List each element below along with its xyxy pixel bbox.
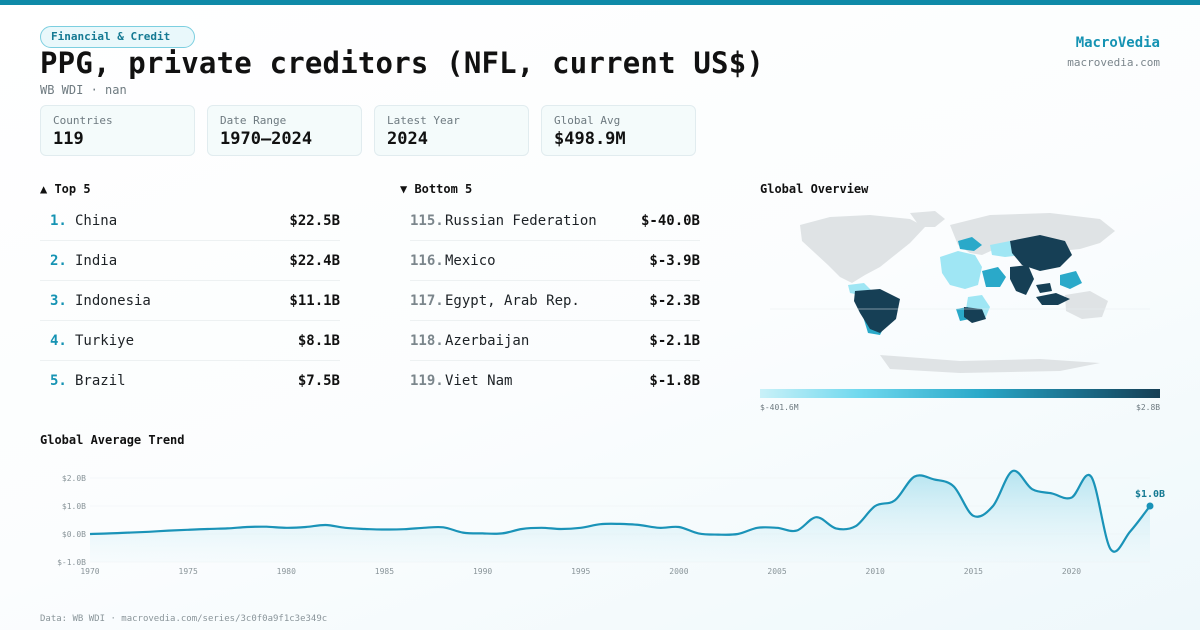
- country-name: Viet Nam: [445, 373, 513, 389]
- rank-number: 4.: [50, 332, 67, 349]
- x-tick-label: 2015: [964, 567, 983, 576]
- map-color-legend: [760, 389, 1160, 398]
- stat-value: $498.9M: [554, 129, 626, 149]
- stat-value: 2024: [387, 129, 428, 149]
- trend-line: [89, 469, 1151, 553]
- top5-row[interactable]: 3. Indonesia $11.1B: [40, 281, 340, 321]
- rank-number: 1.: [50, 212, 67, 229]
- country-name: Egypt, Arab Rep.: [445, 292, 580, 309]
- rank-number: 5.: [50, 373, 67, 389]
- legend-max-label: $2.8B: [1136, 403, 1161, 412]
- category-badge: Financial & Credit: [40, 26, 196, 48]
- x-tick-label: 2010: [866, 567, 885, 576]
- page-title: PPG, private creditors (NFL, current US$…: [40, 46, 765, 80]
- stat-card-date-range: Date Range 1970–2024: [207, 105, 362, 156]
- top5-row[interactable]: 4. Turkiye $8.1B: [40, 321, 340, 361]
- legend-min-label: $-401.6M: [760, 403, 799, 412]
- stat-label: Date Range: [220, 114, 287, 127]
- y-tick-label: $1.0B: [62, 502, 86, 511]
- world-map[interactable]: [760, 205, 1160, 385]
- latest-point-marker: [1146, 502, 1154, 510]
- x-tick-label: 2005: [767, 567, 786, 576]
- brand-logo[interactable]: MacroVedia: [1075, 35, 1160, 51]
- country-value: $-40.0B: [640, 212, 700, 229]
- bottom5-row[interactable]: 118. Azerbaijan $-2.1B: [410, 321, 700, 361]
- bottom5-list: 115. Russian Federation $-40.0B 116. Mexico…: [410, 201, 700, 401]
- map-land-high: [854, 235, 1072, 333]
- country-value: $8.1B: [297, 332, 340, 349]
- footer-source: Data: WB WDI · macrovedia.com/series/3c0…: [40, 614, 328, 624]
- x-tick-label: 1980: [277, 567, 296, 576]
- country-name: Brazil: [75, 373, 126, 389]
- country-value: $-2.1B: [649, 332, 700, 349]
- stat-label: Countries: [53, 114, 113, 127]
- stat-value: 119: [53, 129, 84, 149]
- country-name: Indonesia: [75, 292, 151, 309]
- rank-number: 115.: [410, 212, 444, 229]
- top5-row[interactable]: 2. India $22.4B: [40, 241, 340, 281]
- rank-number: 2.: [50, 252, 67, 269]
- stat-label: Global Avg: [554, 114, 621, 127]
- x-tick-label: 1975: [179, 567, 198, 576]
- y-tick-label: $2.0B: [62, 474, 86, 483]
- rank-number: 117.: [410, 292, 444, 309]
- y-tick-label: $0.0B: [62, 530, 86, 539]
- rank-number: 119.: [410, 373, 444, 389]
- map-heading: Global Overview: [760, 182, 869, 196]
- country-value: $7.5B: [297, 373, 340, 389]
- stat-card-countries: Countries 119: [40, 105, 195, 156]
- top5-row[interactable]: 1. China $22.5B: [40, 201, 340, 241]
- country-name: Russian Federation: [445, 212, 597, 229]
- world-map-svg: [770, 211, 1150, 373]
- x-tick-label: 2000: [669, 567, 688, 576]
- page-subtitle: WB WDI · nan: [40, 83, 127, 97]
- country-value: $-3.9B: [649, 252, 700, 269]
- x-tick-label: 1995: [571, 567, 590, 576]
- bottom5-heading: ▼ Bottom 5: [400, 182, 473, 196]
- map-land-no-data: [800, 211, 1115, 373]
- country-value: $-1.8B: [649, 373, 700, 389]
- country-value: $-2.3B: [649, 292, 700, 309]
- bottom5-row[interactable]: 115. Russian Federation $-40.0B: [410, 201, 700, 241]
- rank-number: 3.: [50, 292, 67, 309]
- bottom5-row[interactable]: 119. Viet Nam $-1.8B: [410, 361, 700, 401]
- trend-heading: Global Average Trend: [40, 433, 185, 447]
- stat-card-global-avg: Global Avg $498.9M: [541, 105, 696, 156]
- country-name: Mexico: [445, 252, 496, 269]
- country-name: China: [75, 212, 118, 229]
- top5-list: 1. China $22.5B 2. India $22.4B 3. Indonesia $…: [40, 201, 340, 401]
- x-tick-label: 1985: [375, 567, 394, 576]
- stat-card-latest-year: Latest Year 2024: [374, 105, 529, 156]
- y-tick-label: $-1.0B: [57, 558, 86, 567]
- country-value: $22.5B: [289, 212, 340, 229]
- x-tick-label: 2020: [1062, 567, 1081, 576]
- country-name: Turkiye: [75, 332, 135, 349]
- top5-heading: ▲ Top 5: [40, 182, 91, 196]
- trend-area: [90, 470, 1150, 562]
- x-tick-label: 1990: [473, 567, 492, 576]
- top5-row[interactable]: 5. Brazil $7.5B: [40, 361, 340, 401]
- top-accent-bar: [0, 0, 1200, 5]
- brand-url[interactable]: macrovedia.com: [1067, 56, 1160, 69]
- country-value: $22.4B: [289, 252, 340, 269]
- bottom5-row[interactable]: 116. Mexico $-3.9B: [410, 241, 700, 281]
- bottom5-row[interactable]: 117. Egypt, Arab Rep. $-2.3B: [410, 281, 700, 321]
- rank-number: 116.: [410, 252, 444, 269]
- rank-number: 118.: [410, 332, 444, 349]
- x-tick-label: 1970: [80, 567, 99, 576]
- latest-value-label: $1.0B: [1135, 489, 1165, 500]
- stat-value: 1970–2024: [220, 129, 313, 149]
- country-name: India: [75, 252, 118, 269]
- country-value: $11.1B: [289, 292, 340, 309]
- country-name: Azerbaijan: [445, 332, 530, 349]
- stat-label: Latest Year: [387, 114, 460, 127]
